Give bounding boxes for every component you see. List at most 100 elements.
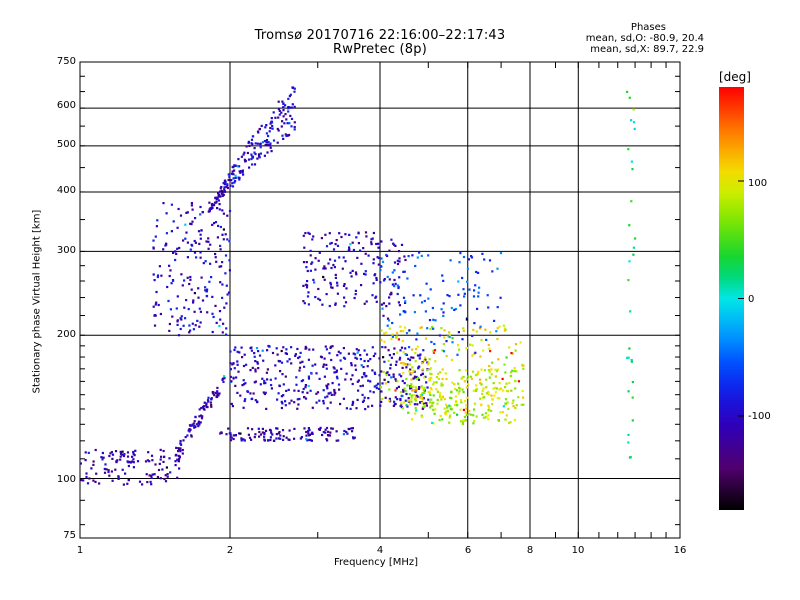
data-point	[133, 454, 136, 457]
data-point	[398, 358, 401, 361]
data-point	[268, 345, 271, 348]
data-point	[407, 357, 410, 360]
data-point	[492, 382, 495, 385]
data-point	[90, 467, 93, 470]
data-point	[254, 433, 257, 436]
data-point	[480, 368, 483, 371]
data-point	[234, 384, 237, 387]
data-point	[449, 406, 452, 409]
data-point	[522, 403, 525, 406]
data-point	[257, 427, 260, 430]
data-point	[129, 461, 132, 464]
data-point	[441, 395, 444, 398]
data-point	[467, 375, 470, 378]
data-point	[251, 135, 254, 138]
data-point	[281, 100, 284, 103]
data-point	[480, 383, 483, 386]
data-point	[210, 404, 213, 407]
data-point	[168, 264, 171, 267]
data-point	[190, 288, 193, 291]
data-point	[412, 369, 415, 372]
x-axis-title: Frequency [MHz]	[334, 557, 419, 568]
data-point	[185, 299, 188, 302]
data-point	[410, 396, 413, 399]
data-point	[119, 455, 122, 458]
data-point	[462, 391, 465, 394]
data-point	[399, 330, 402, 333]
data-point	[185, 211, 188, 214]
data-point	[245, 363, 248, 366]
data-point	[403, 255, 406, 258]
data-point	[374, 372, 377, 375]
data-point	[231, 165, 234, 168]
data-point	[342, 347, 345, 350]
data-point	[486, 294, 489, 297]
data-point	[421, 368, 424, 371]
data-point	[505, 382, 508, 385]
data-point	[421, 387, 424, 390]
data-point	[426, 361, 429, 364]
data-point	[222, 380, 225, 383]
data-point	[407, 399, 410, 402]
data-point	[272, 139, 276, 142]
data-point	[251, 156, 255, 159]
data-point	[340, 235, 343, 239]
data-point	[449, 414, 452, 417]
data-point	[191, 322, 194, 325]
data-point	[421, 398, 424, 401]
data-point	[398, 304, 401, 307]
data-point	[284, 375, 287, 378]
data-point	[415, 388, 418, 391]
data-point	[472, 389, 475, 392]
data-point	[455, 389, 458, 392]
data-point	[464, 419, 467, 422]
data-point	[457, 392, 460, 395]
data-point	[168, 274, 171, 278]
data-point	[474, 373, 478, 377]
data-point	[285, 348, 288, 351]
data-point	[282, 383, 285, 386]
data-point	[281, 373, 284, 376]
data-point	[82, 479, 85, 482]
data-point	[336, 244, 340, 247]
data-point	[405, 363, 408, 366]
data-point	[469, 375, 473, 378]
data-point	[263, 382, 266, 385]
data-point	[630, 360, 633, 363]
data-point	[308, 438, 311, 441]
data-point	[291, 86, 295, 89]
data-point	[472, 295, 476, 298]
data-point	[357, 349, 360, 352]
data-point	[367, 397, 370, 400]
data-point	[267, 134, 270, 138]
data-point	[413, 311, 416, 314]
data-point	[462, 288, 465, 291]
scatter-points	[79, 86, 637, 486]
data-point	[375, 242, 378, 246]
data-point	[429, 406, 432, 409]
data-point	[372, 231, 375, 235]
data-point	[384, 382, 387, 385]
data-point	[375, 384, 378, 387]
data-point	[256, 142, 259, 145]
data-point	[210, 204, 214, 207]
data-point	[226, 214, 229, 217]
data-point	[107, 469, 110, 472]
data-point	[178, 246, 181, 250]
data-point	[484, 412, 487, 415]
chart-subtitle: RwPretec (8p)	[333, 42, 427, 57]
data-point	[179, 439, 182, 443]
data-point	[405, 353, 408, 356]
data-point	[434, 360, 437, 363]
data-point	[325, 293, 328, 296]
data-point	[131, 455, 134, 458]
data-point	[407, 397, 410, 400]
data-point	[448, 396, 452, 399]
data-point	[197, 230, 201, 233]
data-point	[392, 404, 395, 407]
data-point	[514, 387, 517, 390]
data-point	[300, 436, 303, 439]
data-point	[271, 124, 274, 128]
colorbar-tick-label: 100	[748, 178, 768, 189]
data-point	[472, 422, 475, 425]
